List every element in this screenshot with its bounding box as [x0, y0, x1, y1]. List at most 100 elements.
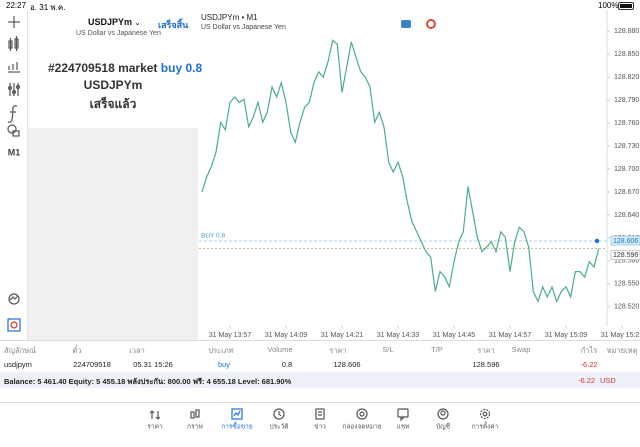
tab-divider	[0, 402, 640, 403]
tab-bar: ราคา กราฟ การซื้อขาย ประวัติ ข่าว กล่องจดหมาย…	[147, 408, 499, 431]
status-date: อ. 31 พ.ค.	[30, 3, 66, 12]
column-header: S/L	[382, 345, 394, 354]
indicators-icon[interactable]	[8, 62, 20, 73]
table-divider	[0, 340, 640, 341]
tab-icon[interactable]	[437, 408, 449, 420]
buy-price-box	[610, 235, 640, 246]
candles-icon[interactable]	[8, 36, 19, 51]
y-tick-label: 128.580	[614, 258, 639, 265]
x-tick-label: 31 May 14:45	[433, 332, 476, 339]
signal-icon[interactable]	[7, 318, 21, 332]
buy-marker	[594, 238, 600, 244]
account-summary: Balance: 5 461.40 Equity: 5 455.18 พลังป…	[4, 377, 292, 386]
objects-icon[interactable]	[7, 124, 20, 137]
cell-open-price: 128.606	[333, 360, 361, 369]
column-header: ราคา	[329, 346, 347, 355]
tab-icon[interactable]	[149, 410, 161, 420]
tab-icon[interactable]	[479, 408, 491, 420]
chart: USDJPYm • M1 US Dollar vs Japanese Yen 1…	[199, 10, 640, 339]
result-line: #224709518 market buy 0.8	[48, 61, 202, 75]
crosshair-icon[interactable]	[8, 16, 20, 28]
trade-icon[interactable]	[401, 20, 411, 28]
y-tick-label: 128.700	[614, 166, 639, 173]
toolbar-divider	[27, 10, 28, 340]
summary-bar	[0, 372, 640, 388]
dropdown-arrow: ⌄	[134, 20, 141, 27]
y-tick-label: 128.850	[614, 51, 639, 58]
result-prefix: #224709518 market	[48, 61, 158, 75]
result-action: buy 0.8	[160, 61, 203, 75]
buy-price-label: 128.606	[613, 238, 638, 245]
y-tick-label: 128.520	[614, 304, 639, 311]
tab-icon[interactable]	[397, 408, 409, 422]
tab-icon[interactable]	[356, 408, 368, 420]
x-tick-label: 31 May 13:57	[209, 332, 252, 339]
cell-volume: 0.8	[281, 360, 293, 369]
x-tick-label: 31 May 14:21	[321, 332, 364, 339]
x-tick-label: 31 May 14:57	[489, 332, 532, 339]
column-header: กำไร	[580, 346, 598, 355]
cell-type: buy	[217, 360, 231, 369]
battery-text: 100%	[598, 1, 619, 10]
price-line	[201, 39, 600, 304]
result-status: เสร็จแล้ว	[89, 97, 137, 111]
tab-label[interactable]: กล่องจดหมาย	[342, 424, 381, 431]
tab-label[interactable]: การซื้อขาย	[221, 422, 252, 431]
panel-backdrop	[28, 128, 198, 340]
tab-label[interactable]: แชท	[397, 424, 410, 431]
y-tick-label: 128.640	[614, 212, 639, 219]
y-tick-label: 128.790	[614, 97, 639, 104]
column-header: ประเภท	[208, 346, 234, 355]
cell-symbol: usdjpym	[4, 360, 32, 369]
tab-icon[interactable]	[231, 408, 243, 420]
column-header: หมายเหตุ	[606, 346, 638, 355]
alert-icon[interactable]	[8, 293, 20, 305]
summary-profit: -6.22	[578, 376, 596, 385]
buy-line-label: BUY 0.8	[201, 233, 225, 240]
tab-label[interactable]: กราฟ	[187, 424, 203, 431]
column-header: Volume	[267, 345, 293, 354]
tab-icon[interactable]	[190, 409, 200, 419]
y-tick-label: 128.760	[614, 120, 639, 127]
column-header: ตั๋ว	[72, 346, 82, 355]
cell-ticket: 224709518	[73, 360, 111, 369]
chart-subtitle: US Dollar vs Japanese Yen	[201, 24, 286, 31]
column-header: สัญลักษณ์	[4, 346, 37, 355]
y-tick-label: 128.730	[614, 143, 639, 150]
cell-profit: -6.22	[580, 360, 598, 369]
tab-icon[interactable]	[315, 408, 325, 420]
tab-label[interactable]: บัญชี	[436, 423, 451, 431]
status-time: 22:27	[6, 1, 27, 10]
column-header: เวลา	[129, 346, 145, 355]
x-tick-label: 31 May 15:09	[545, 332, 588, 339]
tab-label[interactable]: การตั้งค่า	[472, 422, 499, 431]
order-symbol[interactable]: USDJPYm ⌄	[88, 17, 140, 27]
chart-title: USDJPYm • M1	[201, 13, 258, 22]
timeframe-button[interactable]: M1	[8, 147, 21, 157]
tab-icon[interactable]	[273, 408, 285, 420]
x-tick-label: 31 May 14:09	[265, 332, 308, 339]
cell-time: 05.31 15:26	[133, 360, 173, 369]
column-header: Swap	[511, 345, 531, 354]
done-button[interactable]: เสร็จสิ้น	[158, 20, 189, 30]
order-description: US Dollar vs Japanese Yen	[76, 30, 161, 37]
tab-label[interactable]: ประวัติ	[270, 423, 289, 431]
result-symbol: USDJPYm	[83, 78, 143, 92]
signal-icon[interactable]	[426, 19, 436, 29]
x-tick-label: 31 May 14:33	[377, 332, 420, 339]
function-icon[interactable]	[7, 105, 18, 123]
cell-current-price: 128.596	[472, 360, 500, 369]
x-tick-label: 31 May 15:21	[601, 332, 640, 339]
bid-price-label: 128.596	[613, 252, 638, 259]
tab-label[interactable]: ข่าว	[314, 424, 326, 431]
left-toolbar: M1	[7, 16, 21, 332]
tab-label[interactable]: ราคา	[147, 424, 162, 431]
battery-icon	[618, 2, 634, 10]
summary-currency: USD	[600, 376, 616, 385]
symbol-text: USDJPYm	[88, 17, 133, 27]
settings-icon[interactable]	[7, 83, 21, 96]
order-panel: USDJPYm ⌄ US Dollar vs Japanese Yen เสร็…	[28, 10, 202, 128]
column-header: T/P	[431, 345, 443, 354]
column-header: ราคา	[477, 346, 495, 355]
